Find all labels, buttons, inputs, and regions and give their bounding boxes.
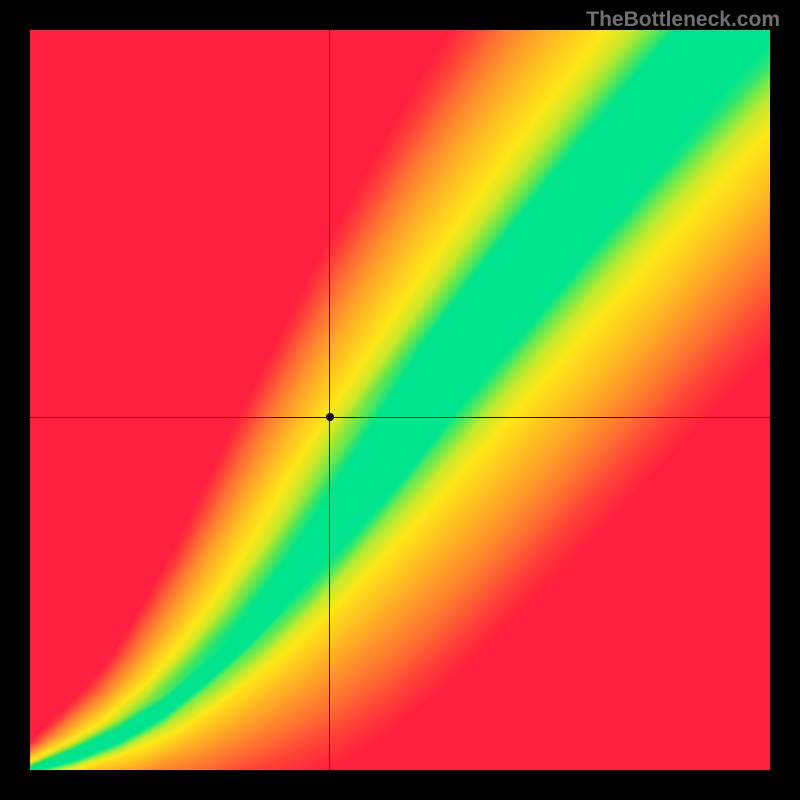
heatmap-canvas [30, 30, 770, 770]
watermark-text: TheBottleneck.com [586, 8, 780, 32]
crosshair-horizontal [30, 417, 770, 418]
chart-container: { "watermark": "TheBottleneck.com", "plo… [0, 0, 800, 800]
crosshair-marker [326, 413, 334, 421]
heatmap-plot [30, 30, 770, 770]
crosshair-vertical [329, 30, 330, 770]
